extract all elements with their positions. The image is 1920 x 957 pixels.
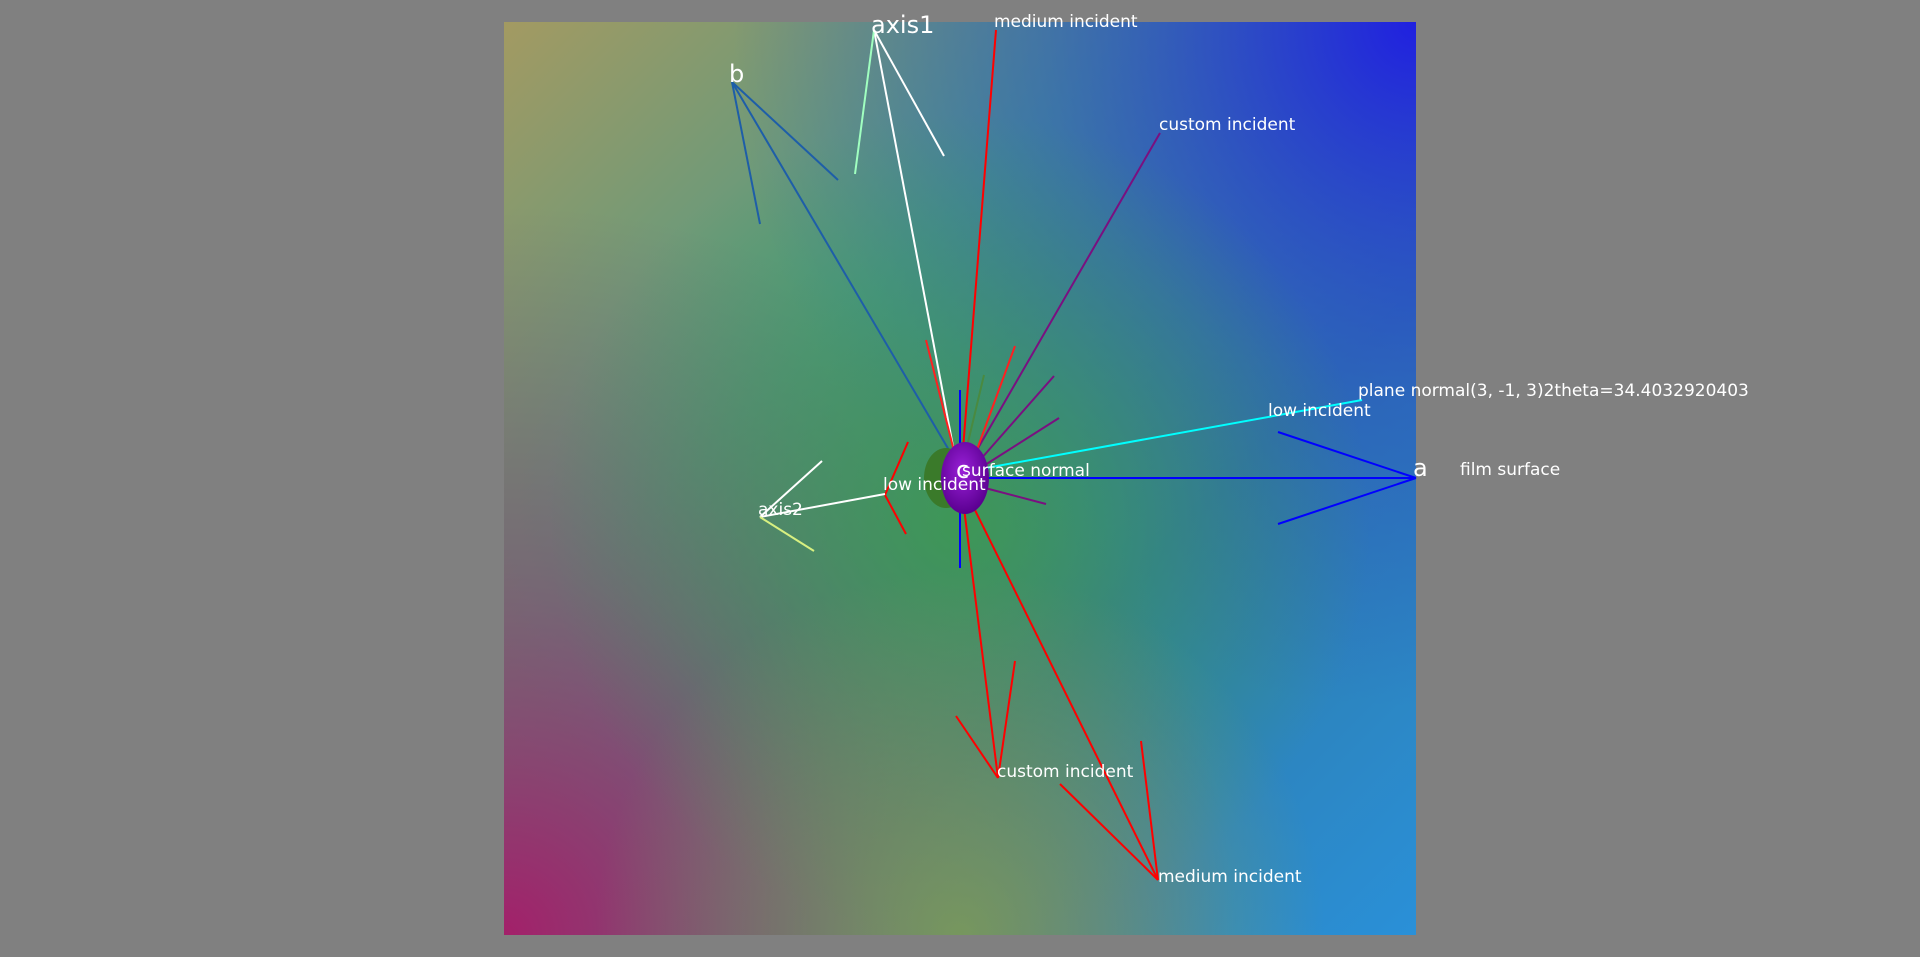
custom-incident-bottom-label: custom incident [997,762,1134,782]
low-incident-right-label: low incident [1268,401,1371,421]
axis-b-label: b [729,60,745,88]
reflection-spikes [925,339,1060,505]
axis1-arrow [854,29,957,463]
axis1-label: axis1 [871,11,935,39]
plane-normal-label: plane normal(3, -1, 3)2theta=34.40329204… [1358,381,1749,401]
plane-normal-arrow [974,399,1363,471]
custom-incident-top-label: custom incident [1159,115,1296,135]
custom-incident-bottom-beam [955,499,1016,779]
medium-incident-bottom-label: medium incident [1158,867,1302,887]
custom-incident-top-beam [969,132,1161,463]
medium-incident-top-label: medium incident [994,12,1138,32]
axis-c-label: c [956,456,970,484]
axis-a-arrow [960,431,1417,525]
axis-a-label: a [1413,454,1428,482]
axis2-arrow [759,460,886,552]
medium-incident-top-beam [961,29,997,463]
surface-normal-label: surface normal [962,461,1090,481]
axis2-label: axis2 [758,500,803,520]
low-incident-left-beam [884,441,909,535]
low-incident-left-label: low incident [883,475,986,495]
medium-incident-bottom-beam [969,499,1159,881]
crystal-sphere[interactable] [924,442,989,514]
film-surface-label: film surface [1460,460,1561,480]
axis-b-arrow [731,81,957,463]
